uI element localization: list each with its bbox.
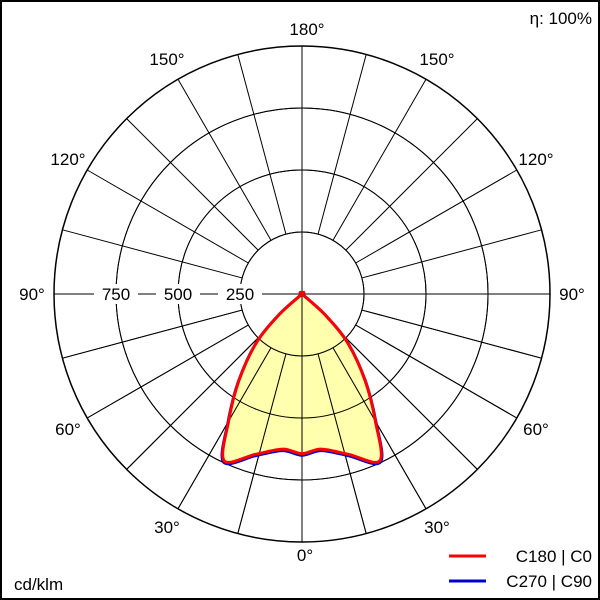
radial-tick-label: 750	[102, 285, 130, 304]
unit-label: cd/klm	[14, 575, 63, 594]
angle-label: 30°	[154, 518, 180, 537]
radial-gridline	[126, 118, 259, 251]
radial-gridline	[361, 229, 542, 279]
angle-label: 90°	[559, 285, 585, 304]
tick-label-bg	[94, 284, 138, 304]
radial-gridline	[355, 169, 518, 264]
radial-gridline-overlay	[177, 347, 272, 510]
radial-gridline	[332, 78, 427, 241]
radial-gridline-overlay	[86, 324, 249, 419]
radial-gridline-overlay	[62, 309, 243, 359]
angle-label: 60°	[55, 420, 81, 439]
legend-label: C270 | C90	[506, 572, 592, 591]
angle-label: 120°	[518, 150, 553, 169]
radial-gridline-overlay	[332, 347, 427, 510]
angle-label: 120°	[50, 150, 85, 169]
legend-label: C180 | C0	[516, 547, 592, 566]
radial-tick-label: 500	[164, 285, 192, 304]
radial-tick-label: 250	[226, 285, 254, 304]
radial-gridline	[86, 169, 249, 264]
radial-gridline-overlay	[126, 337, 259, 470]
radial-gridline-overlay	[317, 353, 367, 534]
radial-gridline	[237, 54, 287, 235]
angle-label: 90°	[19, 285, 45, 304]
radial-gridline	[317, 54, 367, 235]
radial-gridline-overlay	[355, 324, 518, 419]
angle-label: 180°	[289, 20, 324, 39]
angle-label: 150°	[149, 50, 184, 69]
angle-label: 0°	[297, 546, 313, 565]
radial-gridline	[345, 118, 478, 251]
series-curve-c180-c0	[221, 290, 383, 464]
radial-gridline-overlay	[237, 353, 287, 534]
angle-label: 30°	[424, 518, 450, 537]
radial-gridline	[62, 229, 243, 279]
tick-label-bg	[218, 284, 262, 304]
radial-gridline-overlay	[345, 337, 478, 470]
radial-gridline-overlay	[361, 309, 542, 359]
tick-label-bg	[156, 284, 200, 304]
efficiency-label: η: 100%	[530, 9, 592, 28]
angle-label: 60°	[523, 420, 549, 439]
radial-gridline	[177, 78, 272, 241]
angle-label: 150°	[419, 50, 454, 69]
